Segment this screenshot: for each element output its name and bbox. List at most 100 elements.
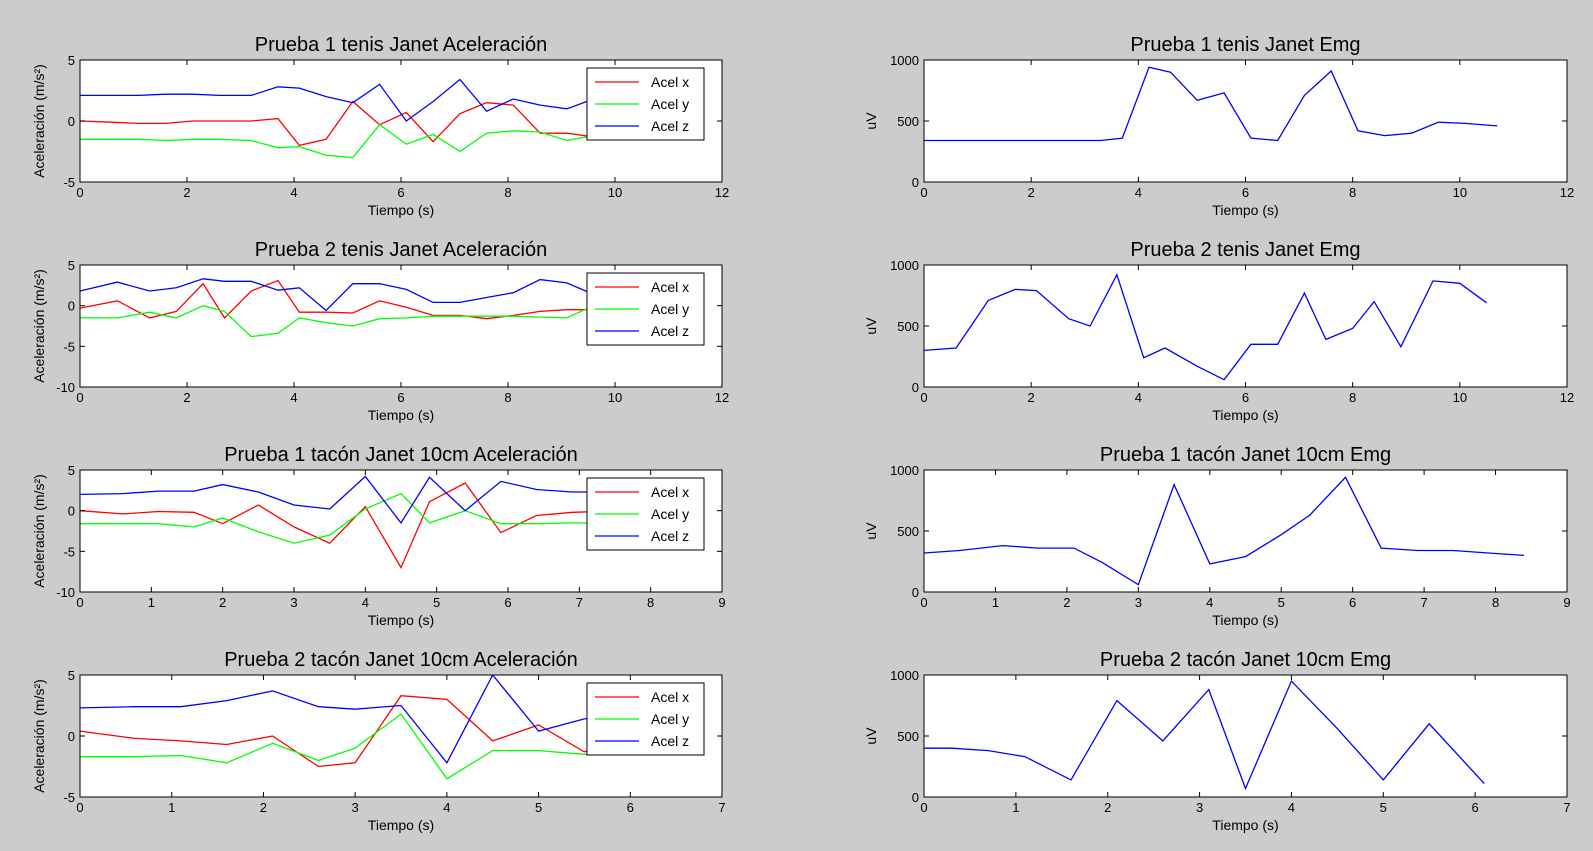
x-tick-label: 4 (290, 390, 297, 405)
x-tick-label: 4 (1288, 800, 1295, 815)
x-axis-label: Tiempo (s) (368, 202, 434, 218)
x-tick-label: 8 (504, 390, 511, 405)
y-axis-label: Aceleración (m/s²) (31, 64, 47, 178)
x-tick-label: 8 (647, 595, 654, 610)
y-tick-label: 0 (68, 504, 75, 519)
y-tick-label: 0 (912, 380, 919, 395)
y-axis-label: Aceleración (m/s²) (31, 269, 47, 383)
y-tick-label: 5 (68, 668, 75, 683)
y-tick-label: 0 (912, 585, 919, 600)
chart-panel-8: 0 1 2 3 4 5 6 7 0 500 1000 Prueba 2 tacón Janet 10c… (863, 649, 1571, 833)
legend: Acel x Acel y Acel z (586, 477, 705, 551)
chart-panel-3: 0 2 4 6 8 10 12 -10 -5 0 5 Prueba 2 tenis Janet Ace… (31, 239, 729, 423)
x-tick-label: 8 (1349, 390, 1356, 405)
chart-title: Prueba 1 tenis Janet Emg (1130, 34, 1360, 56)
y-axis-label: uV (863, 727, 879, 745)
series-group (924, 66, 1498, 142)
legend: Acel x Acel y Acel z (586, 272, 705, 346)
x-tick-label: 4 (362, 595, 369, 610)
y-axis-label: uV (863, 112, 879, 130)
x-tick-label: 0 (76, 800, 83, 815)
x-tick-label: 7 (1563, 800, 1570, 815)
x-tick-label: 1 (148, 595, 155, 610)
y-tick-label: -10 (56, 585, 75, 600)
x-tick-label: 5 (535, 800, 542, 815)
x-tick-label: 1 (992, 595, 999, 610)
legend-label: Acel x (651, 484, 689, 500)
x-tick-label: 9 (718, 595, 725, 610)
series-line-acel-y (80, 713, 622, 780)
y-tick-label: 1000 (890, 258, 919, 273)
y-tick-label: 5 (68, 53, 75, 68)
x-axis-label: Tiempo (s) (368, 407, 434, 423)
series-line-acel-y (80, 123, 621, 159)
x-tick-label: 12 (715, 185, 729, 200)
chart-title: Prueba 1 tenis Janet Aceleración (255, 34, 547, 56)
x-axis-label: Tiempo (s) (1212, 202, 1278, 218)
x-tick-label: 5 (1380, 800, 1387, 815)
x-tick-label: 6 (397, 185, 404, 200)
series-line-acel-z (80, 675, 622, 764)
x-tick-label: 3 (1196, 800, 1203, 815)
plot-area (924, 265, 1567, 387)
chart-title: Prueba 2 tacón Janet 10cm Emg (1100, 649, 1391, 671)
series-line-emg (924, 273, 1487, 381)
axes-frame (79, 469, 723, 593)
x-tick-label: 10 (608, 185, 622, 200)
y-tick-label: 500 (897, 114, 919, 129)
x-tick-label: 12 (715, 390, 729, 405)
y-tick-label: 5 (68, 258, 75, 273)
series-line-acel-z (80, 278, 615, 312)
x-tick-label: 2 (260, 800, 267, 815)
y-tick-label: 500 (897, 524, 919, 539)
plot-area (924, 60, 1567, 182)
x-tick-label: 7 (1420, 595, 1427, 610)
chart-title: Prueba 1 tacón Janet 10cm Aceleración (224, 444, 578, 466)
x-axis-label: Tiempo (s) (1212, 612, 1278, 628)
series-line-acel-x (80, 695, 622, 768)
legend-label: Acel z (651, 528, 689, 544)
x-axis-label: Tiempo (s) (368, 817, 434, 833)
x-tick-label: 5 (1278, 595, 1285, 610)
x-tick-label: 0 (920, 800, 927, 815)
x-tick-label: 6 (1242, 185, 1249, 200)
legend-label: Acel x (651, 279, 689, 295)
x-tick-label: 2 (1104, 800, 1111, 815)
chart-title: Prueba 2 tacón Janet 10cm Aceleración (224, 649, 578, 671)
x-tick-label: 5 (433, 595, 440, 610)
legend-label: Acel z (651, 118, 689, 134)
y-tick-label: 0 (68, 729, 75, 744)
y-tick-label: -5 (63, 339, 75, 354)
x-tick-label: 4 (1206, 595, 1213, 610)
x-tick-label: 0 (920, 185, 927, 200)
x-tick-label: 4 (1135, 185, 1142, 200)
legend-label: Acel z (651, 733, 689, 749)
x-tick-label: 6 (1472, 800, 1479, 815)
chart-panel-6: 0 1 2 3 4 5 6 7 8 9 0 500 1000 Prueba 1 tacón Janet 1… (863, 444, 1571, 628)
series-line-acel-z (80, 78, 621, 122)
y-tick-label: 1000 (890, 463, 919, 478)
x-tick-label: 3 (352, 800, 359, 815)
series-line-emg (924, 66, 1498, 142)
x-tick-label: 1 (1012, 800, 1019, 815)
x-tick-label: 10 (608, 390, 622, 405)
x-axis-label: Tiempo (s) (1212, 817, 1278, 833)
x-tick-label: 0 (76, 390, 83, 405)
series-line-acel-z (80, 475, 601, 525)
y-tick-label: -5 (63, 175, 75, 190)
series-group (924, 273, 1487, 381)
y-axis-label: uV (863, 317, 879, 335)
x-tick-label: 7 (718, 800, 725, 815)
x-tick-label: 12 (1560, 185, 1574, 200)
x-tick-label: 2 (1063, 595, 1070, 610)
legend-label: Acel y (651, 96, 689, 112)
x-tick-label: 8 (1492, 595, 1499, 610)
y-axis-label: Aceleración (m/s²) (31, 474, 47, 588)
legend-label: Acel y (651, 301, 689, 317)
x-tick-label: 7 (576, 595, 583, 610)
legend-label: Acel x (651, 689, 689, 705)
legend-label: Acel z (651, 323, 689, 339)
